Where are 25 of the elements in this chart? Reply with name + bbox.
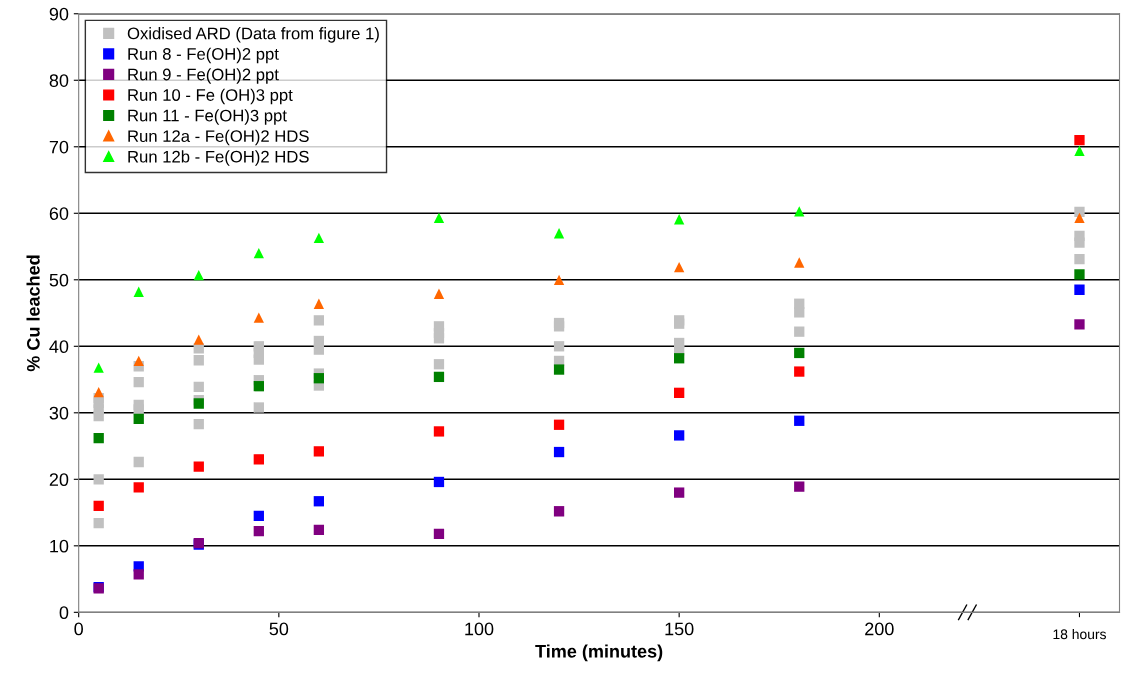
y-tick-label: 20 [49, 473, 69, 487]
y-tick-label: 50 [49, 273, 69, 287]
y-tick-label: 70 [49, 140, 69, 154]
y-tick-label: 30 [49, 406, 69, 420]
x-tick-label: 150 [665, 622, 694, 636]
legend-label: Run 8 - Fe(OH)2 ppt [128, 47, 279, 64]
x-tick-label: 200 [865, 622, 894, 636]
legend-label: Run 12a - Fe(OH)2 HDS [128, 129, 309, 146]
x-tick-label: 100 [465, 622, 494, 636]
y-tick-label: 60 [49, 207, 69, 220]
y-tick-label: 10 [50, 539, 69, 553]
x-axis-title: Time (minutes) [535, 644, 663, 662]
x-tick-label: 50 [269, 622, 289, 636]
x-tick-label: 0 [74, 622, 83, 636]
y-tick-label: 0 [59, 606, 69, 620]
y-axis-title: % Cu leached [26, 255, 40, 372]
legend-label: Run 9 - Fe(OH)2 ppt [128, 68, 279, 84]
text: 18 hours [1053, 628, 1106, 640]
legend-label: Run 11 - Fe(OH)3 ppt [128, 109, 287, 125]
legend-label: Run 12b - Fe(OH)2 HDS [128, 150, 309, 166]
y-tick-label: 80 [49, 74, 69, 87]
y-tick-label: 40 [49, 340, 69, 354]
y-tick-label: 90 [49, 7, 69, 21]
legend-label: Run 10 - Fe (OH)3 ppt [128, 88, 293, 105]
legend-label: Oxidised ARD (Data from figure 1) [127, 27, 379, 43]
